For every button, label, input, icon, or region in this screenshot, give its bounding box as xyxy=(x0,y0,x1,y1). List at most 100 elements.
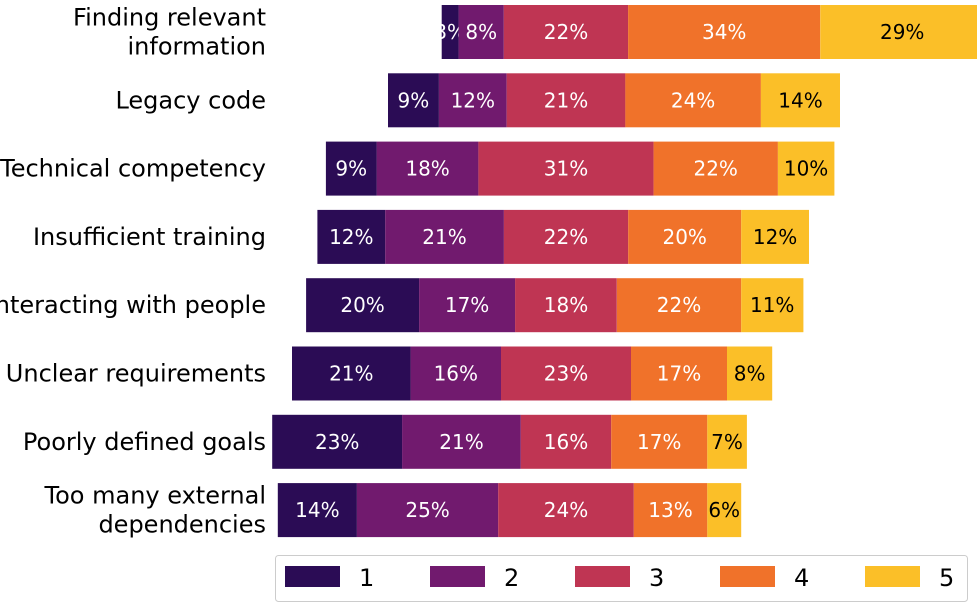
bar-segment-level-4 xyxy=(616,278,742,333)
category-label: Unclear requirements xyxy=(6,360,266,388)
legend-swatch-level-2 xyxy=(430,566,485,587)
data-label: 17% xyxy=(637,430,681,454)
data-label: 22% xyxy=(544,225,588,249)
legend-label: 4 xyxy=(794,564,809,592)
legend-swatch-level-5 xyxy=(865,566,920,587)
data-label: 31% xyxy=(544,157,588,181)
data-label: 6% xyxy=(708,498,740,522)
bar-segment-level-2 xyxy=(410,346,501,401)
data-label: 21% xyxy=(329,362,373,386)
data-label: 8% xyxy=(465,20,497,44)
data-label: 11% xyxy=(750,293,794,317)
category-label: Too many external dependencies xyxy=(44,482,266,539)
bar-segment-level-3 xyxy=(478,141,654,196)
bar-segment-level-5 xyxy=(741,278,804,333)
bar-segment-level-4 xyxy=(628,5,821,59)
data-label: 20% xyxy=(340,293,384,317)
category-label: Finding relevant information xyxy=(73,4,266,61)
data-label: 18% xyxy=(405,157,449,181)
bar-segment-level-3 xyxy=(503,209,629,264)
data-label: 21% xyxy=(544,88,588,112)
data-label: 13% xyxy=(648,498,692,522)
bars-layer: 3% 8% 22% 34% 29%9% 12% 21% 24% 14%9% 18% 31% 22% 10… xyxy=(272,5,977,538)
bar-segment-level-5 xyxy=(777,141,835,196)
bar-segment-level-1 xyxy=(441,5,459,59)
bar-segment-level-2 xyxy=(385,209,504,264)
data-label: 23% xyxy=(544,362,588,386)
legend-label: 1 xyxy=(359,564,374,592)
bar-segment-level-2 xyxy=(438,73,507,128)
bar-segment-level-2 xyxy=(402,414,521,469)
data-label: 23% xyxy=(315,430,359,454)
data-label: 16% xyxy=(434,362,478,386)
data-label: 22% xyxy=(693,157,737,181)
data-label: 10% xyxy=(784,157,828,181)
bar-segment-level-2 xyxy=(458,5,504,59)
data-label: 22% xyxy=(657,293,701,317)
legend: 1 2 3 4 5 xyxy=(275,555,968,602)
data-label: 17% xyxy=(445,293,489,317)
data-label: 8% xyxy=(734,362,766,386)
data-label: 21% xyxy=(439,430,483,454)
category-label: Legacy code xyxy=(115,86,266,114)
bar-segment-level-1 xyxy=(292,346,411,401)
bar-segment-level-3 xyxy=(503,5,629,59)
bar-segment-level-2 xyxy=(356,483,499,538)
data-label: 14% xyxy=(295,498,339,522)
bar-segment-level-2 xyxy=(419,278,516,333)
data-label: 12% xyxy=(451,88,495,112)
bar-segment-level-2 xyxy=(376,141,479,196)
bar-segment-level-5 xyxy=(727,346,773,401)
bar-segment-level-3 xyxy=(520,414,612,469)
data-label: 9% xyxy=(398,88,430,112)
legend-swatch-level-3 xyxy=(575,566,630,587)
bar-segment-level-4 xyxy=(625,73,761,128)
bar-segment-level-5 xyxy=(707,414,747,469)
legend-swatch-level-4 xyxy=(720,566,775,587)
data-label: 12% xyxy=(753,225,797,249)
bar-segment-level-3 xyxy=(506,73,626,128)
bar-segment-level-1 xyxy=(272,414,403,469)
bar-segment-level-1 xyxy=(388,73,439,128)
category-label: Insufficient training xyxy=(33,223,266,251)
bar-segment-level-1 xyxy=(317,209,386,264)
bar-segment-level-4 xyxy=(653,141,778,196)
bar-segment-level-3 xyxy=(498,483,634,538)
bar-segment-level-4 xyxy=(611,414,708,469)
data-label: 17% xyxy=(657,362,701,386)
data-label: 12% xyxy=(329,225,373,249)
bar-segment-level-1 xyxy=(325,141,377,196)
bar-segment-level-5 xyxy=(820,5,977,59)
data-label: 14% xyxy=(778,88,822,112)
data-label: 22% xyxy=(544,20,588,44)
bar-segment-level-5 xyxy=(760,73,840,128)
bar-segment-level-1 xyxy=(306,278,420,333)
legend-label: 5 xyxy=(939,564,954,592)
bar-segment-level-4 xyxy=(633,483,708,538)
bar-segment-level-4 xyxy=(628,209,742,264)
data-label: 9% xyxy=(335,157,367,181)
bar-segment-level-5 xyxy=(741,209,809,264)
category-label: Poorly defined goals xyxy=(23,428,266,456)
legend-label: 3 xyxy=(649,564,664,592)
legend-label: 2 xyxy=(504,564,519,592)
bar-segment-level-4 xyxy=(631,346,728,401)
data-label: 24% xyxy=(544,498,588,522)
legend-swatch-level-1 xyxy=(285,566,340,587)
data-label: 21% xyxy=(422,225,466,249)
bar-segment-level-3 xyxy=(501,346,631,401)
data-label: 34% xyxy=(702,20,746,44)
data-label: 18% xyxy=(544,293,588,317)
data-label: 20% xyxy=(662,225,706,249)
bar-segment-level-3 xyxy=(515,278,617,333)
bar-segment-level-1 xyxy=(277,483,357,538)
bar-segment-level-5 xyxy=(707,483,742,538)
data-label: 24% xyxy=(671,88,715,112)
category-label: Technical competency xyxy=(0,155,266,183)
data-label: 7% xyxy=(711,430,743,454)
data-label: 25% xyxy=(405,498,449,522)
data-label: 16% xyxy=(544,430,588,454)
category-labels: Finding relevant information Legacy code Te… xyxy=(0,4,266,539)
